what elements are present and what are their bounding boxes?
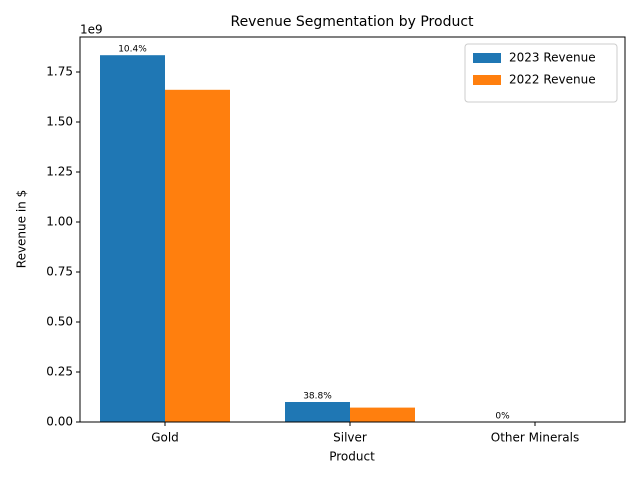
- x-tick-label: Other Minerals: [491, 431, 579, 445]
- legend-swatch: [473, 75, 501, 85]
- legend-box: [464, 43, 618, 103]
- bar: [350, 407, 415, 422]
- legend-swatch: [473, 53, 501, 63]
- y-tick-label: 0.50: [46, 315, 73, 329]
- growth-label: 38.8%: [303, 392, 332, 402]
- legend-label: 2022 Revenue: [509, 73, 596, 87]
- y-tick-label: 1.25: [46, 165, 73, 179]
- y-tick-label: 0.00: [46, 415, 73, 429]
- y-tick-label: 0.75: [46, 265, 73, 279]
- plot-frame: [79, 36, 626, 423]
- y-tick-label: 1.00: [46, 215, 73, 229]
- bar: [165, 89, 230, 423]
- y-axis-label: Revenue in $: [15, 190, 29, 268]
- y-tick-label: 1.50: [46, 115, 73, 129]
- bar: [100, 55, 165, 422]
- chart-title: Revenue Segmentation by Product: [230, 14, 474, 30]
- growth-label: 10.4%: [118, 45, 147, 55]
- y-tick-label: 0.25: [46, 365, 73, 379]
- y-offset-label: 1e9: [80, 23, 103, 37]
- growth-label: 0%: [495, 412, 510, 422]
- x-axis-label: Product: [329, 450, 375, 464]
- legend-label: 2023 Revenue: [509, 51, 596, 65]
- bar: [285, 402, 350, 422]
- x-tick-label: Gold: [151, 431, 179, 445]
- x-tick-label: Silver: [333, 431, 367, 445]
- y-tick-label: 1.75: [46, 65, 73, 79]
